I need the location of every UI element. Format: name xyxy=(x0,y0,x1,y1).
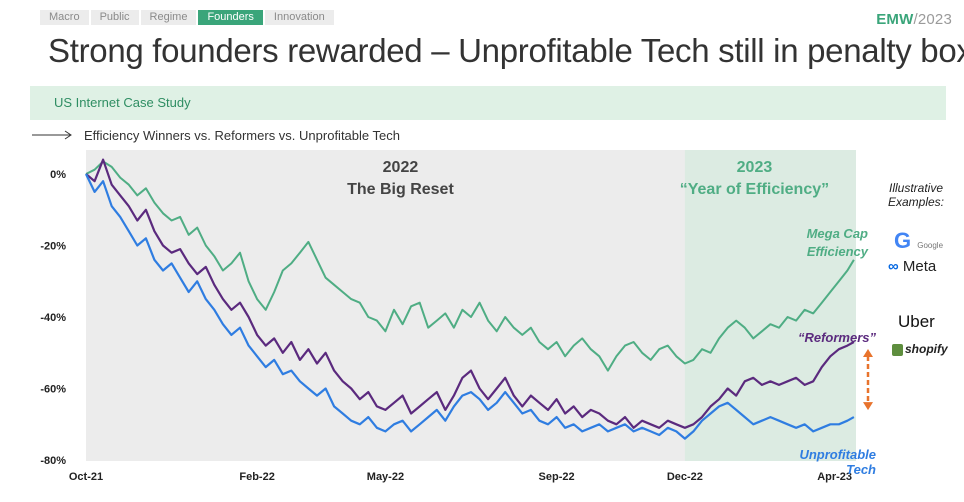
shopify-bag-icon xyxy=(892,343,903,356)
series-label: Efficiency xyxy=(807,244,869,259)
section-nav: Macro Public Regime Founders Innovation xyxy=(40,10,334,25)
gap-arrow-head-up xyxy=(863,349,873,358)
chart-subtitle: Efficiency Winners vs. Reformers vs. Unp… xyxy=(32,128,400,143)
nav-tab-macro[interactable]: Macro xyxy=(40,10,89,25)
x-tick-label: Oct-21 xyxy=(69,471,103,483)
case-study-banner: US Internet Case Study xyxy=(30,86,946,120)
series-label: Mega Cap xyxy=(807,226,868,241)
region-year-label: 2022 xyxy=(383,159,419,176)
meta-wordmark: Meta xyxy=(902,258,937,275)
nav-tab-public[interactable]: Public xyxy=(90,10,139,25)
x-tick-label: May-22 xyxy=(367,471,404,483)
y-tick-label: 0% xyxy=(50,169,66,181)
arrow-right-icon xyxy=(32,130,72,140)
nav-tab-innovation[interactable]: Innovation xyxy=(264,10,334,25)
series-label: Tech xyxy=(846,462,876,477)
series-line-mega-cap-efficiency xyxy=(85,160,855,372)
uber-logo: Uber xyxy=(898,312,935,331)
y-tick-label: -20% xyxy=(40,241,66,253)
meta-logo: ∞ Meta xyxy=(888,258,937,275)
y-tick-label: -40% xyxy=(40,312,66,324)
region-2023-shading xyxy=(684,150,856,461)
region-name-label: The Big Reset xyxy=(347,181,454,198)
x-tick-label: Dec-22 xyxy=(667,471,703,483)
brand-year: /2023 xyxy=(913,11,952,28)
page-title: Strong founders rewarded – Unprofitable … xyxy=(48,32,964,69)
nav-tab-founders[interactable]: Founders xyxy=(198,10,263,25)
shopify-wordmark: shopify xyxy=(905,342,948,356)
y-tick-label: -80% xyxy=(40,455,66,467)
google-logo: G Google xyxy=(894,228,944,253)
region-year-label: 2023 xyxy=(737,159,773,176)
series-line-reformers xyxy=(85,158,855,429)
y-tick-label: -60% xyxy=(40,384,66,396)
banner-label: US Internet Case Study xyxy=(54,95,191,110)
series-line-unprofitable-tech xyxy=(85,173,855,440)
subtitle-text: Efficiency Winners vs. Reformers vs. Unp… xyxy=(84,128,400,143)
series-label: Unprofitable xyxy=(799,447,876,462)
nav-tab-regime[interactable]: Regime xyxy=(140,10,197,25)
region-name-label: “Year of Efficiency” xyxy=(680,181,829,198)
x-tick-label: Apr-23 xyxy=(817,471,852,483)
series-label: “Reformers” xyxy=(798,330,876,345)
brand-mark: EMW/2023 xyxy=(876,11,952,28)
x-tick-label: Feb-22 xyxy=(239,471,274,483)
google-wordmark: Google xyxy=(917,241,944,250)
gap-arrow-head-down xyxy=(863,402,873,411)
x-tick-label: Sep-22 xyxy=(539,471,575,483)
line-chart: 2022 The Big Reset 2023 “Year of Efficiency… xyxy=(40,150,876,483)
brand-name: EMW xyxy=(876,11,914,28)
shopify-logo: shopify xyxy=(892,342,948,356)
illustrative-title: Illustrative Examples: xyxy=(887,181,945,209)
